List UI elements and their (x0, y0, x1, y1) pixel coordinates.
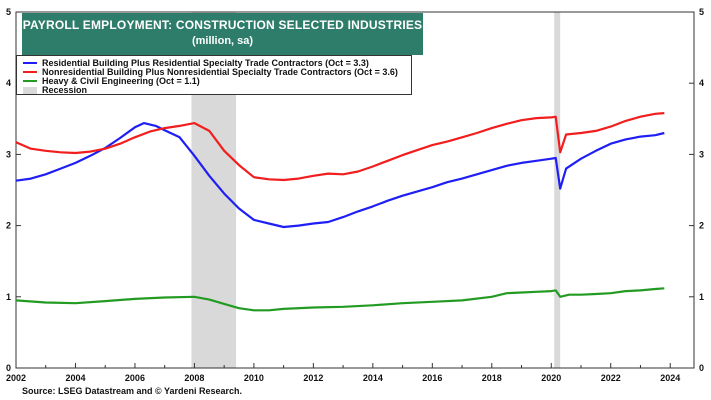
y-tick-right-label: 0 (699, 363, 704, 373)
x-tick-label: 2006 (125, 373, 145, 383)
x-tick-label: 2008 (184, 373, 204, 383)
y-tick-right-label: 1 (699, 292, 704, 302)
series-lines (15, 112, 665, 312)
x-tick-label: 2004 (65, 373, 85, 383)
x-tick-label: 2020 (541, 373, 561, 383)
x-tick-label: 2014 (363, 373, 383, 383)
legend-label-nonresidential: Nonresidential Building Plus Nonresident… (42, 67, 398, 77)
recession-band-1 (554, 12, 561, 368)
y-tick-left-label: 3 (6, 149, 11, 159)
legend-swatch-residential (23, 62, 37, 64)
y-axis-right: 0 1 2 3 4 5 (689, 7, 704, 373)
legend-label-residential: Residential Building Plus Residential Sp… (42, 58, 369, 68)
y-tick-right-label: 4 (699, 78, 704, 88)
x-tick-label: 2024 (660, 373, 680, 383)
legend-item-heavy-civil: Heavy & Civil Engineering (Oct = 1.1) (23, 76, 200, 86)
series-line-heavy-civil (15, 287, 665, 312)
legend-item-recession: Recession (23, 85, 87, 95)
y-tick-right-label: 5 (699, 7, 704, 17)
legend-label-heavy-civil: Heavy & Civil Engineering (Oct = 1.1) (42, 76, 200, 86)
y-tick-left-label: 1 (6, 292, 11, 302)
y-tick-right-label: 3 (699, 149, 704, 159)
source-note: Source: LSEG Datastream and © Yardeni Re… (22, 386, 243, 396)
series-line-nonresidential (15, 112, 665, 182)
chart-title-box: PAYROLL EMPLOYMENT: CONSTRUCTION SELECTE… (22, 13, 423, 55)
legend-item-nonresidential: Nonresidential Building Plus Nonresident… (23, 67, 398, 77)
chart-subtitle: (million, sa) (191, 35, 254, 47)
plot-frame (15, 11, 695, 369)
x-tick-label: 2016 (422, 373, 442, 383)
y-tick-left-label: 4 (6, 78, 11, 88)
chart-title: PAYROLL EMPLOYMENT: CONSTRUCTION SELECTE… (22, 18, 423, 32)
x-tick-label: 2010 (244, 373, 264, 383)
series-line-residential (15, 122, 665, 229)
legend-swatch-heavy-civil (23, 80, 37, 82)
y-tick-left-label: 2 (6, 221, 11, 231)
x-axis: 2002 2004 2006 2008 2010 2012 2014 2016 2018 2020… (6, 363, 680, 383)
legend-item-residential: Residential Building Plus Residential Sp… (23, 58, 369, 68)
y-tick-right-label: 2 (699, 221, 704, 231)
legend-swatch-recession (23, 86, 37, 94)
legend-swatch-nonresidential (23, 71, 37, 73)
x-tick-label: 2012 (303, 373, 323, 383)
x-tick-label: 2018 (482, 373, 502, 383)
y-tick-left-label: 5 (6, 7, 11, 17)
x-tick-label: 2002 (6, 373, 26, 383)
legend: Residential Building Plus Residential Sp… (16, 55, 412, 95)
x-tick-label: 2022 (601, 373, 621, 383)
legend-label-recession: Recession (42, 85, 88, 95)
y-tick-left-label: 0 (6, 363, 11, 373)
